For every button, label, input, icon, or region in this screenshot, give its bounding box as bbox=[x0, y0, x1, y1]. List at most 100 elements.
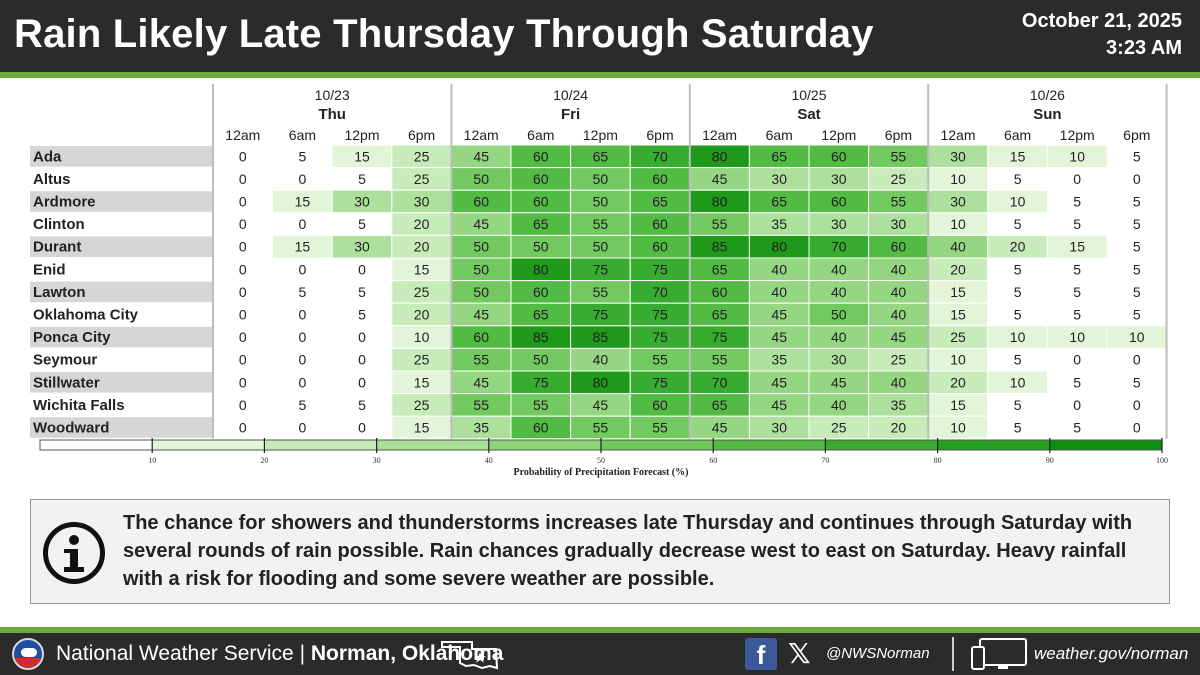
cell-value: 15 bbox=[950, 397, 966, 413]
heatmap-cell bbox=[1106, 144, 1168, 169]
cell-value: 15 bbox=[414, 374, 430, 390]
heatmap-cell bbox=[987, 415, 1048, 440]
heatmap-cell bbox=[450, 415, 512, 440]
cell-value: 60 bbox=[712, 284, 728, 300]
heatmap-cell bbox=[272, 189, 333, 214]
cell-value: 5 bbox=[299, 148, 307, 164]
cell-value: 5 bbox=[1133, 307, 1141, 323]
cell-value: 0 bbox=[358, 420, 366, 436]
cell-value: 0 bbox=[1133, 420, 1141, 436]
heatmap-cell bbox=[570, 325, 631, 349]
cell-value: 60 bbox=[533, 148, 549, 164]
heatmap-cell bbox=[1046, 347, 1108, 372]
cell-value: 65 bbox=[712, 261, 728, 277]
cell-value: 0 bbox=[299, 261, 307, 277]
cell-value: 5 bbox=[1073, 194, 1081, 210]
heatmap-cell bbox=[629, 280, 691, 304]
cell-value: 10 bbox=[950, 216, 966, 232]
row-label-bg-4 bbox=[30, 236, 213, 257]
heatmap-cell bbox=[987, 393, 1048, 417]
heatmap-cell bbox=[570, 144, 631, 169]
cell-value: 45 bbox=[712, 171, 728, 187]
cell-value: 30 bbox=[771, 171, 787, 187]
heatmap-cell bbox=[272, 257, 333, 282]
row-label-bg-2 bbox=[30, 191, 213, 212]
time-label-3-1: 6am bbox=[1004, 127, 1031, 143]
legend-swatch-3 bbox=[376, 440, 489, 450]
heatmap-cell bbox=[331, 167, 393, 191]
location-label: Stillwater bbox=[33, 374, 100, 391]
heatmap-cell bbox=[689, 325, 750, 349]
facebook-icon[interactable]: f bbox=[745, 638, 777, 670]
cell-value: 55 bbox=[712, 216, 728, 232]
cell-value: 5 bbox=[1014, 216, 1022, 232]
heatmap-cell bbox=[570, 257, 631, 282]
heatmap-cell bbox=[212, 144, 274, 169]
heatmap-cell bbox=[272, 347, 333, 372]
heatmap-cell bbox=[212, 167, 274, 191]
heatmap-cell bbox=[212, 325, 274, 349]
heatmap-cell bbox=[629, 189, 691, 214]
heatmap-cell bbox=[808, 234, 870, 259]
cell-value: 15 bbox=[414, 420, 430, 436]
time-label-3-0: 12am bbox=[940, 127, 975, 143]
heatmap-cell bbox=[391, 393, 452, 417]
cell-value: 20 bbox=[414, 216, 430, 232]
heatmap-cell bbox=[391, 144, 452, 169]
heatmap-cell bbox=[1046, 370, 1108, 395]
cell-value: 15 bbox=[295, 194, 311, 210]
time-label-2-2: 12pm bbox=[821, 127, 856, 143]
heatmap-cell bbox=[927, 347, 989, 372]
cell-value: 40 bbox=[950, 239, 966, 255]
cell-value: 50 bbox=[533, 239, 549, 255]
social-handle[interactable]: @NWSNorman bbox=[826, 645, 930, 662]
heatmap-cell bbox=[450, 347, 512, 372]
day-name-2: Sat bbox=[797, 106, 820, 123]
location-label: Lawton bbox=[33, 284, 86, 301]
cell-value: 50 bbox=[593, 194, 609, 210]
cell-value: 0 bbox=[239, 194, 247, 210]
cell-value: 0 bbox=[239, 397, 247, 413]
footer-bar: National Weather Service | Norman, Oklah… bbox=[0, 633, 1200, 675]
heatmap-cell bbox=[1046, 189, 1108, 214]
oklahoma-outline-icon bbox=[441, 641, 499, 670]
cell-value: 0 bbox=[1073, 397, 1081, 413]
day-name-1: Fri bbox=[561, 106, 580, 123]
heatmap-cell bbox=[927, 325, 989, 349]
cell-value: 5 bbox=[1133, 284, 1141, 300]
cell-value: 50 bbox=[593, 239, 609, 255]
heatmap-cell bbox=[331, 212, 393, 236]
heatmap-cell bbox=[748, 302, 810, 327]
cell-value: 40 bbox=[831, 397, 847, 413]
heatmap-cell bbox=[868, 370, 929, 395]
day-name-0: Thu bbox=[318, 106, 346, 123]
heatmap-cell bbox=[212, 347, 274, 372]
heatmap-cell bbox=[1046, 325, 1108, 349]
cell-value: 60 bbox=[831, 194, 847, 210]
heatmap-cell bbox=[748, 257, 810, 282]
cell-value: 40 bbox=[891, 374, 907, 390]
x-icon[interactable]: 𝕏 bbox=[788, 638, 811, 669]
heatmap-cell bbox=[808, 415, 870, 440]
office-name: National Weather Service | Norman, Oklah… bbox=[56, 642, 503, 666]
heatmap-cell bbox=[570, 370, 631, 395]
cell-value: 5 bbox=[358, 397, 366, 413]
cell-value: 35 bbox=[891, 397, 907, 413]
cell-value: 70 bbox=[652, 284, 668, 300]
cell-value: 55 bbox=[652, 352, 668, 368]
location-label: Ardmore bbox=[33, 194, 96, 211]
website-link[interactable]: weather.gov/norman bbox=[1034, 644, 1189, 663]
heatmap-cell bbox=[450, 257, 512, 282]
cell-value: 40 bbox=[831, 261, 847, 277]
cell-value: 60 bbox=[891, 239, 907, 255]
cell-value: 20 bbox=[950, 374, 966, 390]
day-date-3: 10/26 bbox=[1030, 87, 1065, 103]
cell-value: 0 bbox=[299, 329, 307, 345]
cell-value: 60 bbox=[652, 397, 668, 413]
heatmap-cell bbox=[868, 302, 929, 327]
cell-value: 0 bbox=[1133, 397, 1141, 413]
cell-value: 55 bbox=[593, 284, 609, 300]
heatmap-cell bbox=[450, 167, 512, 191]
heatmap-cell bbox=[570, 189, 631, 214]
cell-value: 45 bbox=[473, 307, 489, 323]
